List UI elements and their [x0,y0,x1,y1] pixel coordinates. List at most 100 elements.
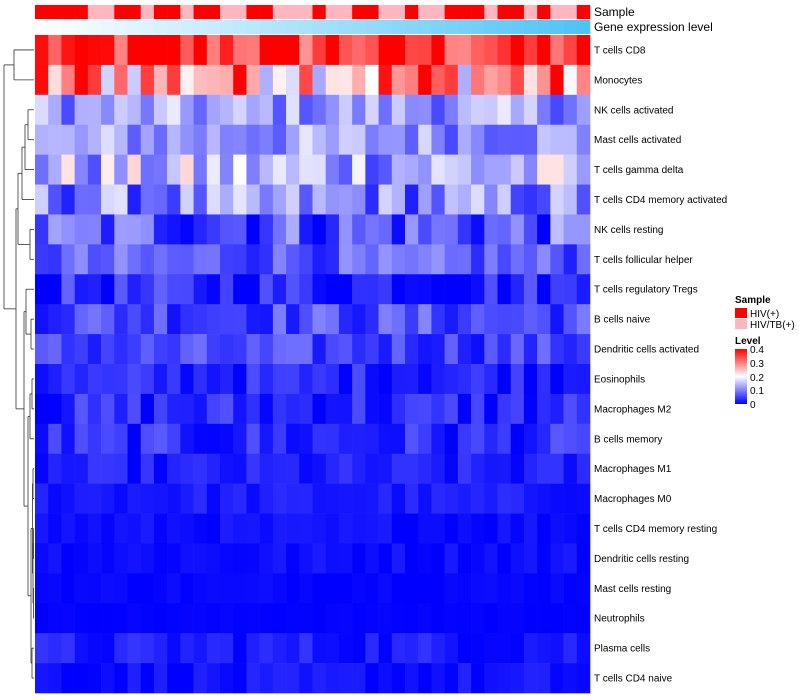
heatmap-cell [523,154,538,185]
heatmap-cell [378,214,393,245]
heatmap-cell [563,244,578,275]
heatmap-cell [431,154,445,185]
heatmap-cell [471,393,485,425]
heatmap-cell [365,633,379,664]
heatmap-cell [497,393,512,425]
heatmap-cell [167,633,181,664]
heatmap-cell [510,184,525,215]
heatmap-cell [167,35,181,66]
heatmap-cell [259,35,274,66]
heatmap-cell [418,35,432,66]
heatmap-cell [167,94,181,126]
heatmap-cell [325,483,340,514]
heatmap-cell [48,364,62,395]
gene-annotation-cell [405,20,419,34]
heatmap-cell [431,393,445,425]
heatmap-cell [259,423,274,455]
heatmap-cell [272,483,287,514]
heatmap-cell [299,393,313,425]
heatmap-cell [167,274,181,305]
heatmap-cell [220,483,234,514]
heatmap-cell [523,304,538,335]
heatmap-cell [299,64,313,96]
heatmap-cell [431,603,445,634]
heatmap-cell [206,184,221,215]
heatmap-cell [418,393,432,425]
heatmap-cell [418,483,432,514]
heatmap-cell [444,573,459,604]
heatmap-cell [153,453,168,484]
heatmap-cell [378,334,393,365]
heatmap-cell [471,513,485,544]
heatmap-cell [153,423,168,455]
heatmap-cell [378,184,393,215]
legend-tick-0-3: 0.3 [750,359,764,370]
heatmap-cell [457,633,472,664]
sample-annotation-cell [233,5,247,19]
heatmap-cell [484,364,498,395]
heatmap-cell [167,64,181,96]
heatmap-cell [153,124,168,155]
row-label: NK cells resting [594,225,663,236]
heatmap-cell [457,393,472,425]
heatmap-cell [365,483,379,514]
heatmap-cell [87,513,102,544]
heatmap-cell [35,64,49,96]
heatmap-cell [365,274,379,305]
sample-annotation-cell [378,5,393,19]
heatmap-cell [259,393,274,425]
heatmap-cell [74,35,89,66]
heatmap-cell [510,364,525,395]
legend-sample-title: Sample [735,295,771,306]
heatmap-cell [484,94,498,126]
heatmap-cell [61,64,75,96]
heatmap-cell [378,603,393,634]
heatmap-cell [167,483,181,514]
heatmap-cell [206,244,221,275]
heatmap-cell [272,603,287,634]
heatmap-cell [272,513,287,544]
heatmap-cell [312,364,327,395]
heatmap-cell [312,573,327,604]
heatmap-cell [563,633,578,664]
heatmap-cell [206,364,221,395]
heatmap-cell [180,364,194,395]
heatmap-cell [391,393,406,425]
heatmap-cell [114,304,128,335]
heatmap-cell [87,304,102,335]
heatmap-cell [378,35,393,66]
heatmap-cell [220,94,234,126]
heatmap-cell [418,184,432,215]
heatmap-cell [444,633,459,664]
heatmap-cell [167,393,181,425]
heatmap-cell [563,543,578,574]
heatmap-cell [153,364,168,395]
heatmap-cell [246,423,260,455]
heatmap-cell [35,573,49,604]
heatmap-cell [444,64,459,96]
sample-annotation-cell [87,5,102,19]
heatmap-cell [510,35,525,66]
heatmap-cell [206,543,221,574]
heatmap-cell [127,184,142,215]
heatmap-cell [431,274,445,305]
heatmap-cell [576,663,591,694]
heatmap-cell [523,35,538,66]
heatmap-cell [391,603,406,634]
heatmap-cell [471,364,485,395]
heatmap-cell [233,513,247,544]
heatmap-cell [444,543,459,574]
heatmap-cell [140,543,155,574]
heatmap-cell [299,244,313,275]
heatmap-cell [220,663,234,694]
heatmap-cell [497,64,512,96]
heatmap-cell [233,603,247,634]
heatmap-cell [537,124,551,155]
heatmap-cell [74,94,89,126]
heatmap-cell [444,304,459,335]
heatmap-cell [233,543,247,574]
gene-expression-annotation-bar [35,20,591,34]
heatmap-cell [537,64,551,96]
heatmap-cell [563,214,578,245]
heatmap-cell [35,184,49,215]
